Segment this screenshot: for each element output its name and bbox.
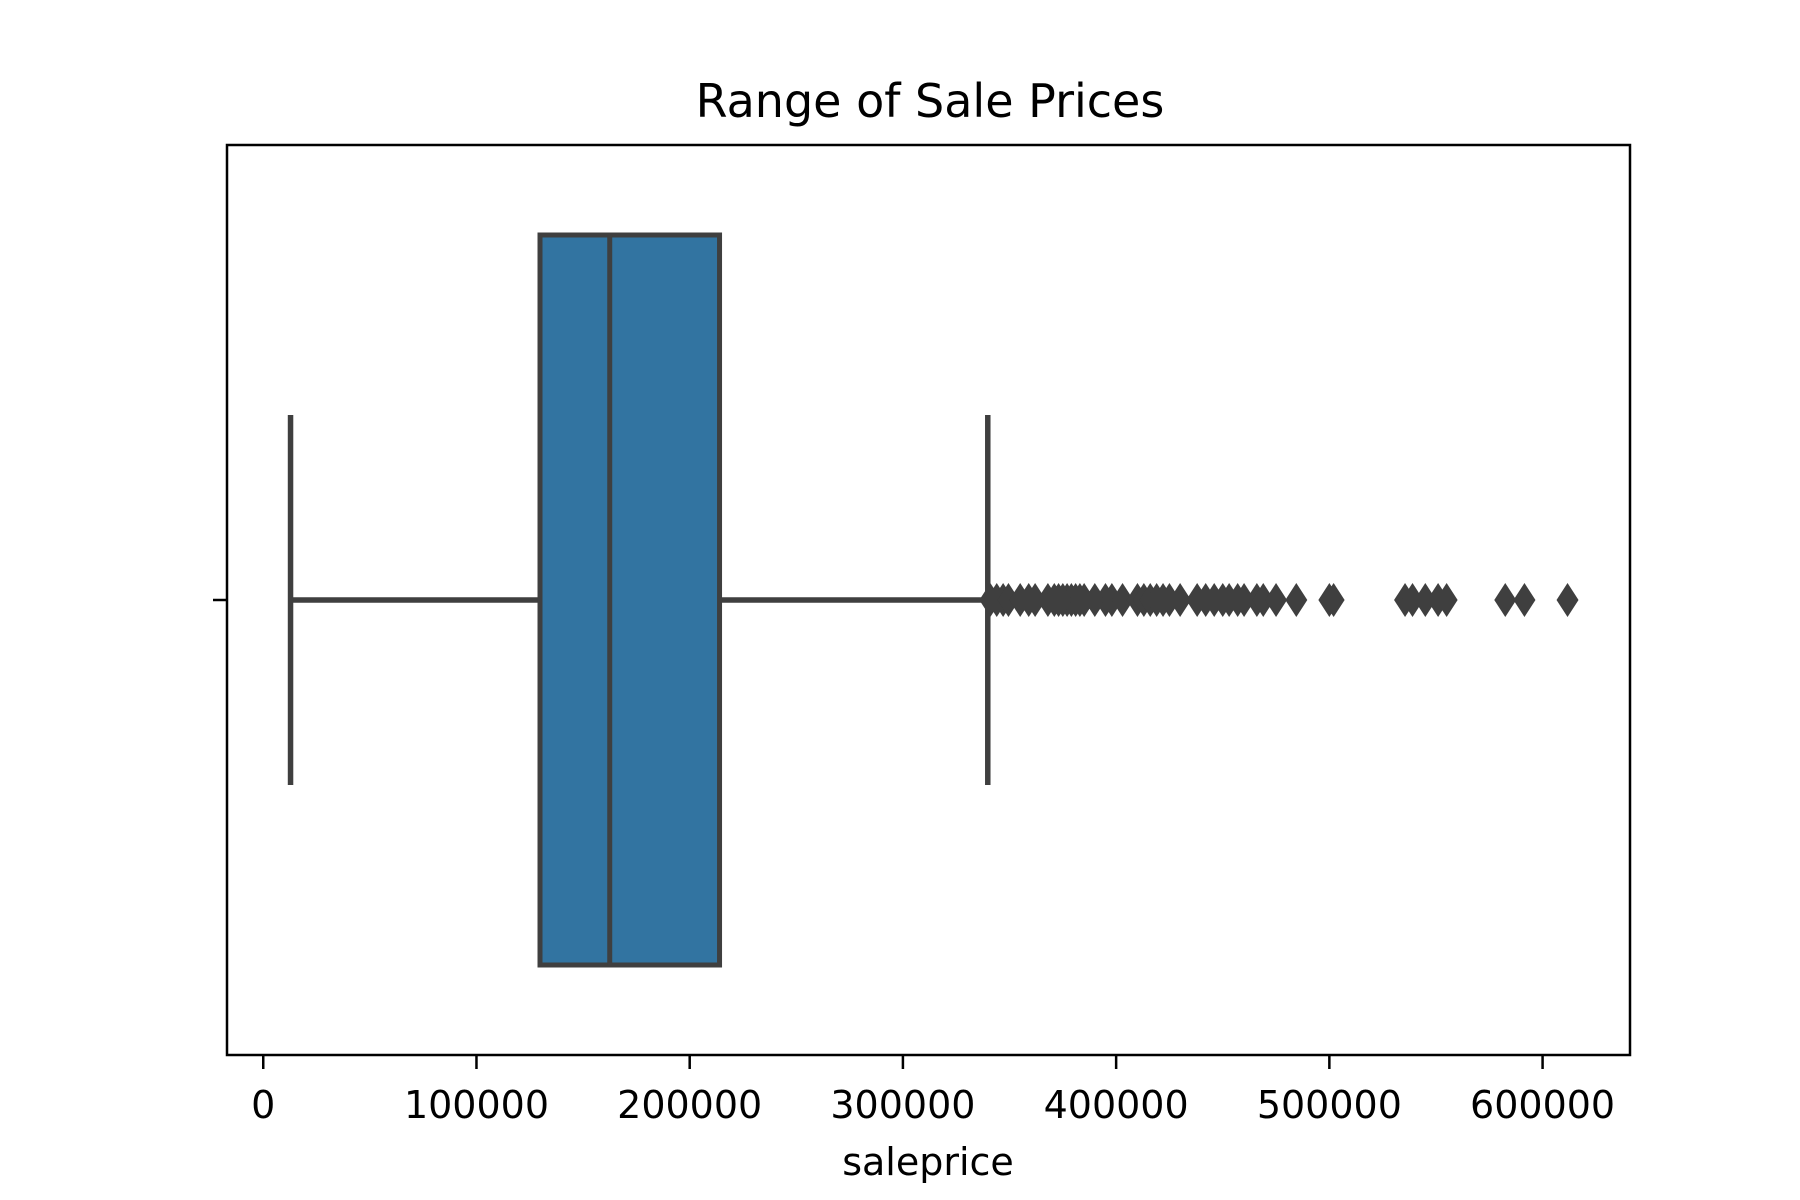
x-tick-label: 600000 bbox=[1470, 1083, 1615, 1127]
outlier-point bbox=[1435, 583, 1458, 617]
outlier-point bbox=[1322, 583, 1345, 617]
iqr-box bbox=[537, 232, 723, 968]
x-tick-label: 500000 bbox=[1257, 1083, 1402, 1127]
outlier-point bbox=[1233, 583, 1256, 617]
x-tick-label: 400000 bbox=[1044, 1083, 1189, 1127]
x-tick-label: 100000 bbox=[404, 1083, 549, 1127]
outlier-point bbox=[997, 583, 1020, 617]
outlier-point bbox=[1285, 583, 1308, 617]
outlier-point bbox=[1494, 583, 1517, 617]
outlier-point bbox=[1401, 583, 1424, 617]
outlier-point bbox=[1414, 583, 1437, 617]
x-axis-label: saleprice bbox=[842, 1140, 1014, 1184]
x-tick-label: 300000 bbox=[830, 1083, 975, 1127]
outlier-point bbox=[1024, 583, 1047, 617]
outlier-point bbox=[1111, 583, 1134, 617]
x-tick-label: 200000 bbox=[617, 1083, 762, 1127]
x-tick-label: 0 bbox=[251, 1083, 275, 1127]
outlier-point bbox=[1265, 583, 1288, 617]
outlier-point bbox=[1169, 583, 1192, 617]
plot-area bbox=[287, 232, 1579, 968]
x-axis-ticks: 0 100000 200000 300000 400000 500000 600000 bbox=[251, 1055, 1615, 1127]
outlier-point bbox=[1252, 583, 1275, 617]
outlier-point bbox=[1513, 583, 1536, 617]
outlier-point bbox=[1556, 583, 1579, 617]
chart-title: Range of Sale Prices bbox=[696, 74, 1165, 128]
